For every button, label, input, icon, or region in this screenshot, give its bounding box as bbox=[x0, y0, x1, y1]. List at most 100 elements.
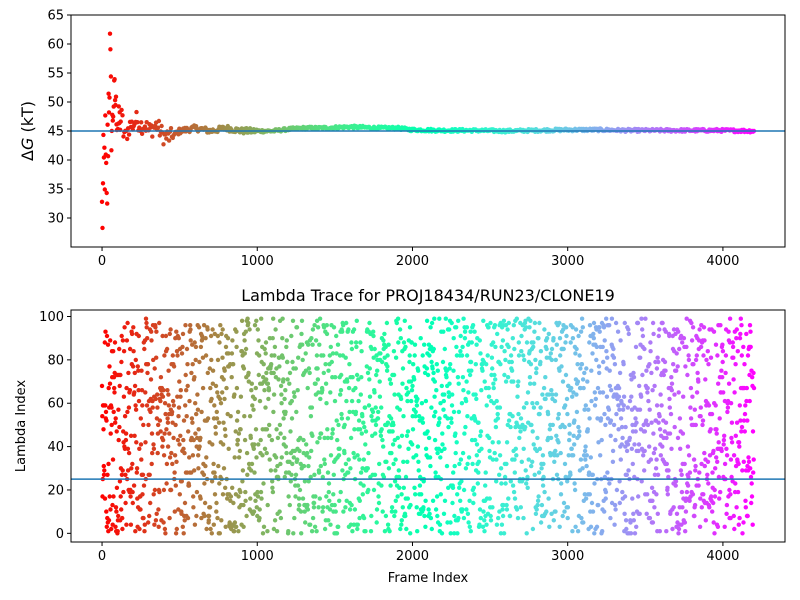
lambda-point bbox=[279, 392, 284, 397]
lambda-point bbox=[564, 396, 570, 402]
lambda-point bbox=[748, 474, 754, 480]
lambda-point bbox=[188, 338, 193, 343]
lambda-point bbox=[714, 431, 719, 436]
lambda-point bbox=[404, 385, 409, 391]
lambda-point bbox=[481, 318, 486, 323]
lambda-point bbox=[453, 450, 458, 456]
lambda-point bbox=[535, 435, 540, 441]
lambda-point bbox=[180, 331, 186, 337]
lambda-point bbox=[139, 388, 145, 393]
lambda-point bbox=[281, 377, 286, 382]
lambda-point bbox=[118, 494, 123, 499]
lambda-point bbox=[729, 440, 735, 445]
lambda-point bbox=[452, 463, 457, 469]
lambda-point bbox=[736, 461, 741, 467]
lambda-point bbox=[236, 529, 241, 534]
lambda-point bbox=[213, 474, 218, 480]
lambda-point bbox=[645, 422, 651, 428]
lambda-point bbox=[647, 444, 652, 449]
lambda-point bbox=[698, 344, 704, 350]
lambda-point bbox=[487, 496, 492, 501]
dg-point bbox=[100, 225, 105, 231]
lambda-point bbox=[587, 492, 592, 497]
lambda-point bbox=[436, 420, 442, 425]
lambda-point bbox=[308, 414, 314, 419]
lambda-point bbox=[172, 509, 177, 514]
lambda-point bbox=[269, 362, 274, 367]
lambda-point bbox=[632, 442, 637, 447]
lambda-point bbox=[693, 422, 698, 428]
lambda-point bbox=[493, 377, 498, 382]
lambda-point bbox=[325, 427, 330, 432]
lambda-point bbox=[664, 461, 669, 467]
lambda-point bbox=[253, 385, 258, 391]
lambda-point bbox=[531, 405, 537, 410]
lambda-point bbox=[630, 496, 635, 501]
lambda-point bbox=[126, 370, 131, 376]
lambda-point bbox=[699, 461, 704, 467]
lambda-point bbox=[376, 500, 382, 506]
lambda-point bbox=[613, 437, 618, 443]
lambda-point bbox=[518, 505, 523, 510]
lambda-point bbox=[134, 470, 139, 475]
lambda-point bbox=[642, 429, 648, 434]
lambda-point bbox=[262, 388, 267, 393]
lambda-point bbox=[495, 416, 501, 421]
lambda-point bbox=[596, 502, 601, 508]
lambda-point bbox=[193, 344, 199, 350]
lambda-point bbox=[324, 401, 329, 406]
lambda-point bbox=[158, 429, 163, 434]
lambda-point bbox=[219, 331, 224, 337]
lambda-point bbox=[494, 398, 499, 404]
lambda-point bbox=[571, 433, 576, 438]
lambda-point bbox=[510, 414, 515, 419]
dg-point bbox=[121, 134, 126, 139]
lambda-point bbox=[705, 459, 711, 464]
lambda-point bbox=[265, 502, 270, 508]
lambda-point bbox=[523, 325, 529, 330]
lambda-point bbox=[322, 461, 327, 467]
lambda-point bbox=[530, 526, 536, 532]
lambda-point bbox=[160, 333, 165, 339]
lambda-point bbox=[125, 446, 131, 451]
lambda-point bbox=[706, 481, 711, 486]
lambda-point bbox=[220, 327, 225, 332]
lambda-point bbox=[707, 505, 712, 510]
lambda-point bbox=[527, 375, 533, 380]
lambda-point bbox=[263, 340, 269, 345]
lambda-point bbox=[107, 364, 112, 369]
lambda-point bbox=[139, 368, 144, 373]
lambda-point bbox=[211, 461, 216, 467]
lambda-point bbox=[508, 424, 513, 430]
lambda-point bbox=[714, 427, 719, 432]
lambda-point bbox=[185, 383, 190, 389]
lambda-point bbox=[509, 368, 515, 373]
lambda-point bbox=[490, 440, 495, 445]
lambda-point bbox=[420, 416, 425, 421]
lambda-point bbox=[419, 492, 424, 497]
dg-point bbox=[106, 91, 111, 96]
lambda-point bbox=[750, 522, 755, 527]
lambda-point bbox=[251, 509, 257, 514]
lambda-point bbox=[160, 444, 165, 449]
lambda-point bbox=[342, 450, 347, 456]
lambda-point bbox=[401, 414, 406, 419]
lambda-point bbox=[335, 437, 340, 443]
lambda-point bbox=[741, 520, 746, 525]
lambda-point bbox=[620, 489, 625, 495]
lambda-point bbox=[390, 429, 395, 434]
lambda-point bbox=[579, 362, 585, 367]
lambda-point bbox=[728, 492, 733, 497]
lambda-point bbox=[570, 394, 575, 399]
lambda-point bbox=[331, 492, 336, 497]
lambda-point bbox=[449, 320, 454, 326]
lambda-point bbox=[712, 531, 717, 536]
lambda-point bbox=[514, 507, 520, 512]
lambda-point bbox=[153, 325, 158, 330]
lambda-point bbox=[405, 429, 411, 434]
lambda-point bbox=[255, 327, 260, 332]
lambda-point bbox=[372, 346, 377, 352]
lambda-point bbox=[204, 455, 209, 460]
lambda-point bbox=[263, 351, 268, 356]
lambda-point bbox=[404, 526, 409, 532]
